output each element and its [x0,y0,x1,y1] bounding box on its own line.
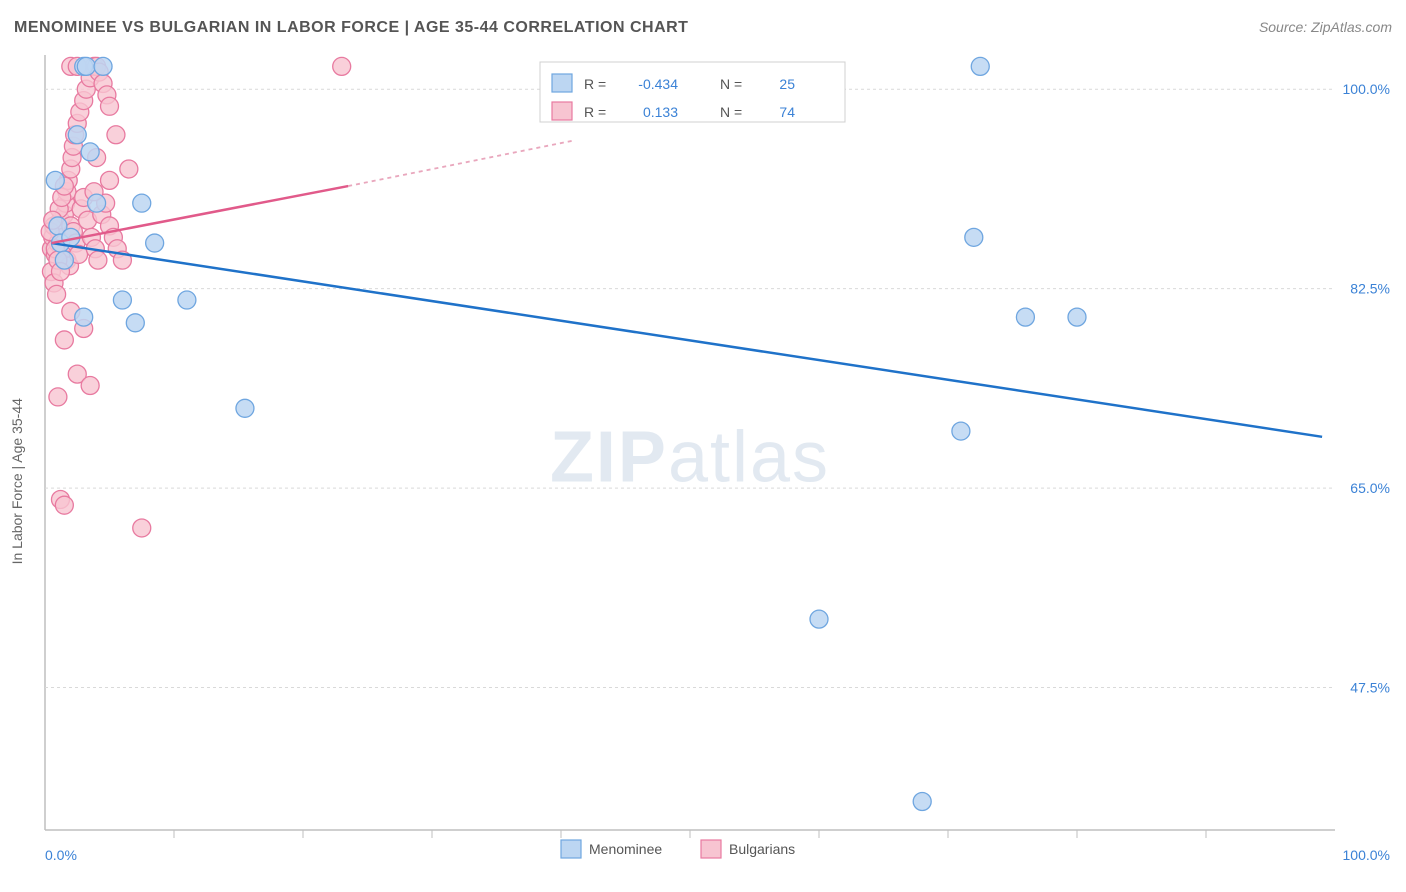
data-point [120,160,138,178]
chart-container: MENOMINEE VS BULGARIAN IN LABOR FORCE | … [0,0,1406,892]
data-point [55,251,73,269]
data-point [49,388,67,406]
data-point [133,194,151,212]
stats-r-label: R = [584,104,606,120]
chart-title: MENOMINEE VS BULGARIAN IN LABOR FORCE | … [14,19,688,36]
data-point [913,793,931,811]
data-point [48,285,66,303]
data-point [89,251,107,269]
data-point [101,171,119,189]
data-point [810,610,828,628]
y-tick-label: 65.0% [1350,480,1390,496]
stats-n-label: N = [720,76,742,92]
trend-line-bulgarians-ext [348,140,574,186]
data-point [81,377,99,395]
data-point [236,399,254,417]
watermark: ZIPatlas [550,417,830,497]
stats-n-value: 25 [779,76,795,92]
stats-r-label: R = [584,76,606,92]
legend-label: Bulgarians [729,841,795,857]
source-label: Source: ZipAtlas.com [1259,19,1392,35]
data-point [94,57,112,75]
stats-r-value: -0.434 [638,76,678,92]
stats-r-value: 0.133 [643,104,678,120]
data-point [133,519,151,537]
y-tick-label: 100.0% [1343,81,1390,97]
x-tick-label: 0.0% [45,847,77,863]
legend-swatch [701,840,721,858]
data-point [965,228,983,246]
data-point [55,496,73,514]
data-point [952,422,970,440]
data-point [971,57,989,75]
data-point [146,234,164,252]
data-point [81,143,99,161]
data-point [46,171,64,189]
data-point [55,331,73,349]
legend-label: Menominee [589,841,662,857]
y-axis-title: In Labor Force | Age 35-44 [9,398,25,565]
data-point [68,126,86,144]
x-tick-label: 100.0% [1343,847,1390,863]
data-point [333,57,351,75]
stats-n-value: 74 [779,104,795,120]
data-point [1068,308,1086,326]
data-point [75,308,93,326]
data-point [1016,308,1034,326]
data-point [178,291,196,309]
legend-swatch [561,840,581,858]
chart-svg: MENOMINEE VS BULGARIAN IN LABOR FORCE | … [0,0,1406,892]
data-point [77,57,95,75]
data-point [101,97,119,115]
stats-swatch [552,102,572,120]
y-tick-label: 82.5% [1350,281,1390,297]
data-point [107,126,125,144]
y-tick-label: 47.5% [1350,680,1390,696]
stats-swatch [552,74,572,92]
data-point [88,194,106,212]
data-point [126,314,144,332]
data-point [113,291,131,309]
stats-n-label: N = [720,104,742,120]
